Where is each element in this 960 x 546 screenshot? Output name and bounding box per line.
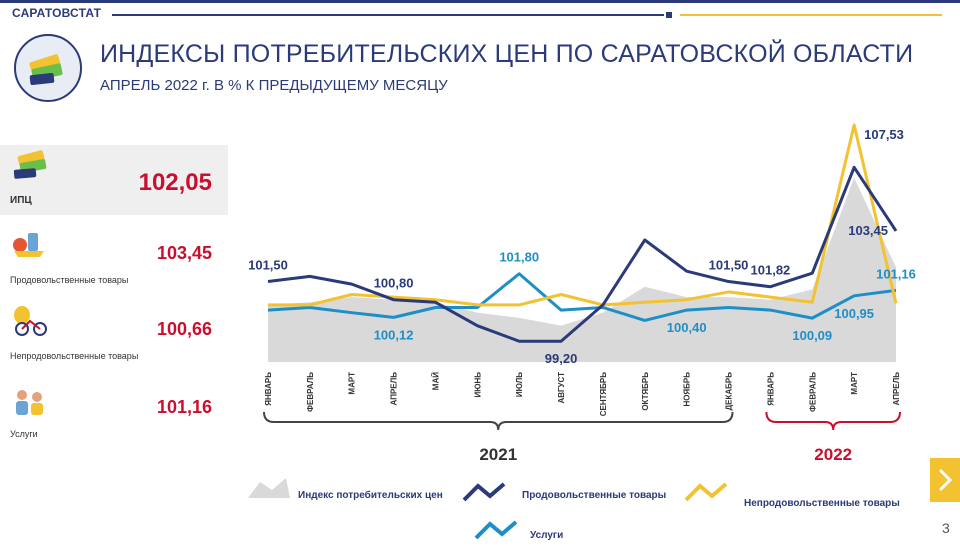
- x-tick-label: АПРЕЛЬ: [390, 372, 399, 406]
- next-slide-button[interactable]: [930, 458, 960, 502]
- year-bracket: [765, 411, 901, 431]
- year-label: 2022: [814, 445, 852, 464]
- header-rule-marker: [666, 12, 672, 18]
- chart-legend: Индекс потребительских цен Продовольствен…: [248, 478, 900, 541]
- x-tick-label: МАРТ: [348, 372, 357, 395]
- chevron-right-icon: [938, 468, 953, 492]
- x-tick-label: ЯНВАРЬ: [766, 372, 775, 406]
- data-label: 99,20: [545, 351, 578, 366]
- kpi-label-cpi: ИПЦ: [10, 195, 32, 206]
- series-line-1: [267, 165, 898, 343]
- cpi-area-layer: [268, 177, 896, 362]
- kpi-row-food: Продовольственные товары 103,45: [0, 223, 228, 293]
- data-label: 100,40: [667, 320, 707, 335]
- year-label: 2021: [479, 445, 517, 464]
- cpi-area: [268, 177, 896, 362]
- x-tick-label: ИЮНЬ: [473, 372, 482, 398]
- price-tags-icon: [10, 149, 56, 190]
- data-label: 100,09: [792, 328, 832, 343]
- brand-label: САРАТОВСТАТ: [12, 6, 102, 20]
- x-tick-labels-layer: ЯНВАРЬ ФЕВРАЛЬ МАРТ АПРЕЛЬ МАЙ ИЮНЬ ИЮЛЬ АВГУСТ…: [264, 372, 901, 417]
- kpi-label-services: Услуги: [10, 429, 38, 439]
- x-tick-label: ИЮЛЬ: [515, 372, 524, 397]
- page-title: ИНДЕКСЫ ПОТРЕБИТЕЛЬСКИХ ЦЕН ПО САРАТОВСК…: [100, 40, 914, 68]
- kpi-value-food: 103,45: [156, 243, 212, 263]
- services-people-icon: [10, 385, 50, 424]
- kpi-value-cpi: 102,05: [138, 169, 212, 196]
- header-rule-accent: [680, 14, 942, 16]
- data-label: 101,82: [751, 263, 791, 278]
- x-tick-label: МАЙ: [431, 372, 440, 390]
- legend-label-services: Услуги: [530, 530, 563, 541]
- header-rule: [112, 14, 664, 16]
- price-tags-logo-icon: [14, 34, 82, 102]
- x-tick-label: ФЕВРАЛЬ: [306, 372, 315, 412]
- x-tick-label: СЕНТЯБРЬ: [599, 372, 608, 417]
- x-tick-label: НОЯБРЬ: [683, 372, 692, 407]
- top-bar: [0, 0, 960, 3]
- x-tick-label: ДЕКАБРЬ: [725, 372, 734, 411]
- x-tick-label: АВГУСТ: [557, 372, 566, 404]
- data-label: 101,50: [248, 258, 288, 273]
- data-labels-layer: 101,50 100,80 100,12 101,80 99,20 100,40 101,5…: [248, 127, 916, 366]
- x-tick-label: АПРЕЛЬ: [892, 372, 901, 406]
- legend-swatch-food: [462, 482, 506, 502]
- data-label: 100,80: [374, 276, 414, 291]
- series-line-3: [267, 272, 897, 322]
- page-number: 3: [942, 520, 950, 536]
- x-tick-label: ОКТЯБРЬ: [641, 372, 650, 411]
- data-label: 103,45: [848, 223, 888, 238]
- x-tick-label: ФЕВРАЛЬ: [808, 372, 817, 412]
- kpi-panel: ИПЦ 102,05 Продовольственные товары 103,…: [0, 145, 228, 453]
- series-lines-layer: [267, 123, 898, 343]
- kpi-row-nonfood: Непродовольственные товары 100,66: [0, 301, 228, 371]
- kpi-label-food: Продовольственные товары: [10, 275, 129, 285]
- data-label: 100,95: [834, 306, 874, 321]
- legend-swatch-services: [474, 520, 518, 540]
- legend-label-food: Продовольственные товары: [522, 490, 666, 501]
- groceries-icon: [10, 227, 50, 264]
- x-tick-label: МАРТ: [850, 372, 859, 395]
- legend-swatch-nonfood: [684, 482, 728, 502]
- kpi-row-cpi: ИПЦ 102,05: [0, 145, 228, 215]
- year-brackets-layer: 2021 2022: [263, 411, 901, 464]
- x-tick-label: ЯНВАРЬ: [264, 372, 273, 406]
- legend-label-nonfood: Непродовольственные товары: [744, 498, 900, 509]
- data-label: 101,80: [499, 250, 539, 265]
- data-label: 107,53: [864, 127, 904, 142]
- year-bracket: [263, 411, 734, 431]
- kpi-label-nonfood: Непродовольственные товары: [10, 351, 139, 361]
- legend-swatch-cpi: [248, 478, 290, 498]
- data-label: 101,16: [876, 266, 916, 281]
- kpi-value-nonfood: 100,66: [156, 319, 212, 339]
- data-label: 101,50: [709, 258, 749, 273]
- legend-label-cpi: Индекс потребительских цен: [298, 489, 443, 501]
- kpi-value-services: 101,16: [156, 397, 212, 417]
- page-subtitle: АПРЕЛЬ 2022 г. В % К ПРЕДЫДУЩЕМУ МЕСЯЦУ: [100, 77, 448, 94]
- kpi-row-services: Услуги 101,16: [0, 381, 228, 451]
- bicycle-goods-icon: [10, 303, 50, 342]
- series-line-2: [268, 123, 898, 307]
- data-label: 100,12: [374, 327, 414, 342]
